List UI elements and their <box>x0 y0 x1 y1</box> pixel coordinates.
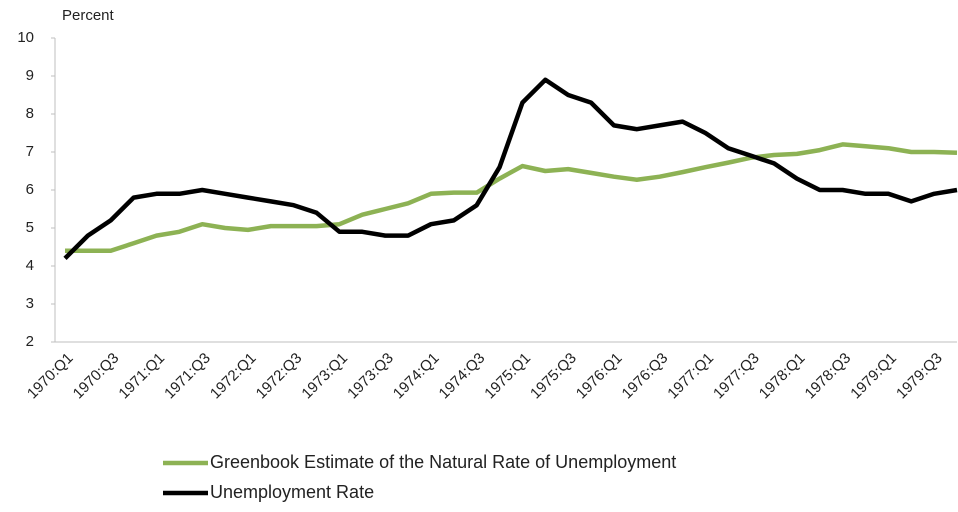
y-tick-label: 7 <box>26 143 34 160</box>
y-tick-label: 2 <box>26 333 34 350</box>
x-tick-label: 1976:Q3 <box>619 350 672 403</box>
x-tick-label: 1978:Q3 <box>802 350 855 403</box>
x-tick-label: 1973:Q3 <box>344 350 397 403</box>
x-tick-label: 1979:Q1 <box>847 350 900 403</box>
x-tick-label: 1970:Q3 <box>70 350 123 403</box>
x-tick-label: 1977:Q1 <box>664 350 717 403</box>
y-axis-title: Percent <box>62 7 115 24</box>
x-tick-label: 1974:Q3 <box>436 350 489 403</box>
x-tick-label: 1978:Q1 <box>756 350 809 403</box>
x-tick-label: 1972:Q1 <box>207 350 260 403</box>
x-tick-label: 1977:Q3 <box>710 350 763 403</box>
y-tick-label: 3 <box>26 295 34 312</box>
series-line <box>65 142 958 254</box>
x-tick-label: 1970:Q1 <box>24 350 77 403</box>
series-line <box>63 77 958 260</box>
y-tick-label: 10 <box>17 29 34 46</box>
y-tick-label: 4 <box>26 257 34 274</box>
legend-label: Greenbook Estimate of the Natural Rate o… <box>210 452 676 472</box>
x-tick-label: 1974:Q1 <box>390 350 443 403</box>
y-tick-label: 8 <box>26 105 34 122</box>
y-tick-label: 9 <box>26 67 34 84</box>
legend-label: Unemployment Rate <box>210 482 374 502</box>
x-tick-label: 1975:Q3 <box>527 350 580 403</box>
y-tick-label: 6 <box>26 181 34 198</box>
x-tick-label: 1972:Q3 <box>253 350 306 403</box>
x-tick-label: 1971:Q1 <box>115 350 168 403</box>
x-tick-label: 1979:Q3 <box>893 350 946 403</box>
x-tick-label: 1971:Q3 <box>161 350 214 403</box>
x-tick-label: 1973:Q1 <box>298 350 351 403</box>
x-tick-label: 1976:Q1 <box>573 350 626 403</box>
x-tick-label: 1975:Q1 <box>481 350 534 403</box>
y-tick-label: 5 <box>26 219 34 236</box>
